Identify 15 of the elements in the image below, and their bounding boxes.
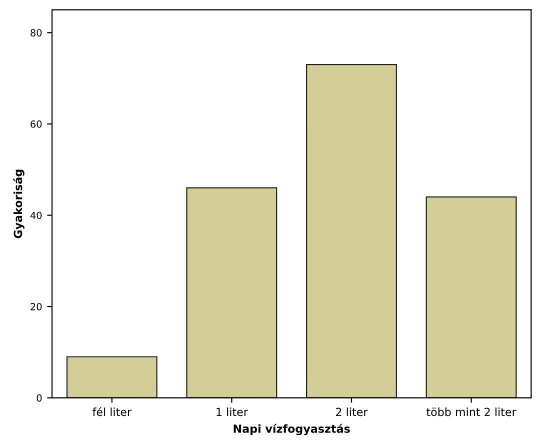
y-tick-label: 60 — [30, 120, 42, 128]
y-axis-title: Gyakoriság — [13, 170, 24, 238]
bar — [306, 64, 397, 398]
x-tick-label: fél liter — [92, 407, 132, 416]
bar — [66, 356, 158, 398]
x-tick-label: 1 liter — [216, 408, 248, 416]
x-axis-title: Napi vízfogyasztás — [234, 424, 350, 436]
y-tick-label: 40 — [30, 212, 42, 220]
y-tick-label: 80 — [30, 29, 42, 36]
y-tick-label: 0 — [36, 394, 42, 402]
y-tick-label: 20 — [30, 303, 42, 310]
bar — [426, 196, 517, 398]
x-tick-label: 2 liter — [336, 408, 368, 416]
bar — [186, 187, 278, 398]
x-tick-label: több mint 2 liter — [426, 408, 516, 416]
